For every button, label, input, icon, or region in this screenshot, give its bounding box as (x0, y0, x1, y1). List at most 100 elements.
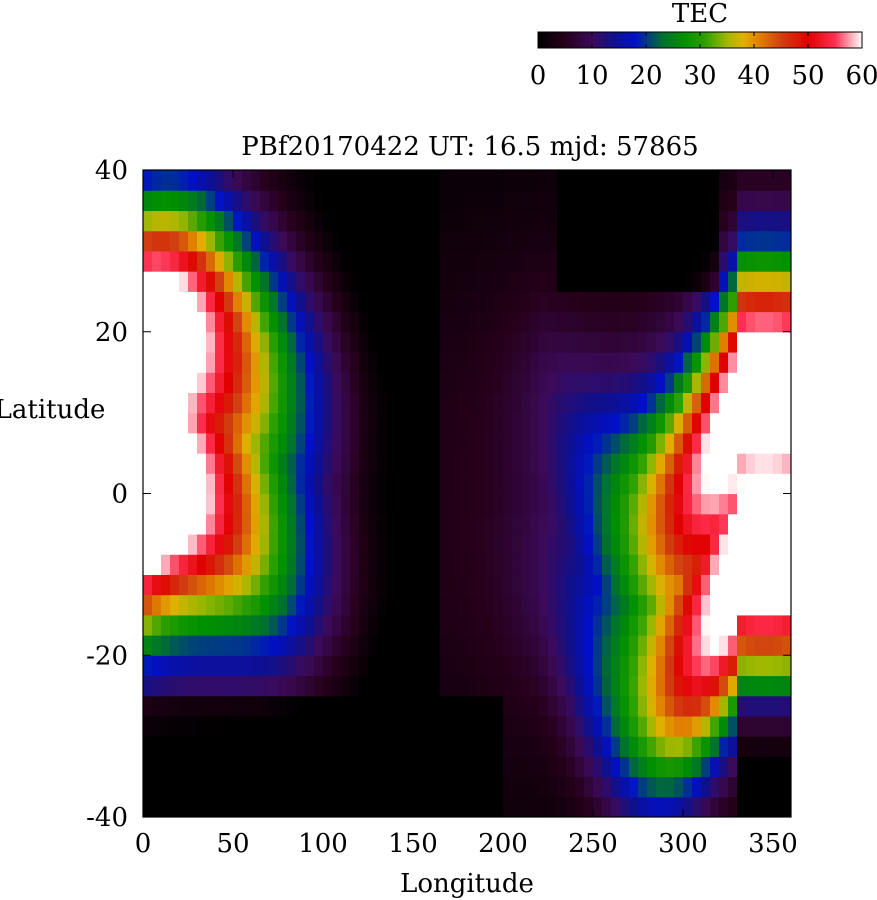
heatmap-cell (521, 473, 531, 495)
heatmap-cell (755, 635, 765, 656)
heatmap-cell (242, 412, 252, 434)
heatmap-cell (566, 351, 576, 373)
heatmap-cell (665, 695, 675, 717)
heatmap-cell (404, 331, 414, 353)
heatmap-cell (170, 655, 180, 677)
heatmap-cell (278, 594, 288, 616)
heatmap-cell (458, 736, 468, 757)
heatmap-cell (278, 635, 288, 656)
heatmap-cell (368, 533, 378, 555)
heatmap-cell (539, 675, 549, 697)
heatmap-cell (629, 432, 639, 454)
heatmap-cell (233, 796, 243, 817)
heatmap-cell (449, 513, 459, 535)
heatmap-cell (755, 715, 765, 737)
heatmap-cell (494, 715, 504, 737)
heatmap-cell (386, 594, 396, 616)
heatmap-cell (233, 715, 243, 737)
heatmap-cell (692, 351, 702, 373)
heatmap-cell (431, 432, 441, 454)
heatmap-cell (440, 271, 450, 292)
heatmap-cell (197, 736, 207, 757)
heatmap-cell (269, 351, 279, 373)
heatmap-cell (647, 392, 657, 414)
colorbar-tick-label: 20 (629, 61, 662, 91)
heatmap-cell (332, 311, 342, 333)
heatmap-cell (440, 311, 450, 333)
heatmap-cell (467, 473, 477, 495)
heatmap-cell (467, 574, 477, 596)
heatmap-cell (602, 635, 612, 656)
heatmap-cell (269, 574, 279, 596)
heatmap-cell (485, 776, 495, 798)
heatmap-cell (323, 796, 333, 817)
heatmap-cell (332, 796, 342, 817)
heatmap-cell (215, 493, 225, 515)
heatmap-cell (206, 756, 216, 778)
heatmap-cell (692, 190, 702, 212)
heatmap-cell (521, 736, 531, 757)
heatmap-cell (557, 695, 567, 717)
heatmap-cell (404, 776, 414, 798)
heatmap-cell (701, 372, 711, 394)
heatmap-cell (386, 695, 396, 717)
heatmap-cell (296, 311, 306, 333)
heatmap-cell (350, 796, 360, 817)
colorbar-label: TEC (672, 0, 728, 29)
heatmap-cell (368, 695, 378, 717)
heatmap-cell (746, 170, 756, 191)
heatmap-cell (665, 675, 675, 697)
heatmap-cell (197, 210, 207, 232)
heatmap-cell (404, 635, 414, 656)
heatmap-cell (377, 675, 387, 697)
heatmap-cell (332, 412, 342, 434)
heatmap-cell (602, 736, 612, 757)
heatmap-cell (314, 776, 324, 798)
heatmap-cell (431, 190, 441, 212)
heatmap-cell (386, 230, 396, 252)
heatmap-cell (665, 230, 675, 252)
heatmap-cell (224, 574, 234, 596)
heatmap-cell (224, 655, 234, 677)
heatmap-cell (233, 594, 243, 616)
heatmap-cell (314, 473, 324, 495)
heatmap-cell (287, 271, 297, 292)
heatmap-cell (710, 230, 720, 252)
heatmap-cell (728, 594, 738, 616)
heatmap-cell (188, 392, 198, 414)
heatmap-cell (206, 513, 216, 535)
heatmap-cell (161, 756, 171, 778)
heatmap-cell (233, 230, 243, 252)
heatmap-cell (737, 655, 747, 677)
heatmap-cell (386, 291, 396, 313)
heatmap-cell (188, 715, 198, 737)
heatmap-cell (251, 574, 261, 596)
heatmap-cell (395, 533, 405, 555)
heatmap-cell (242, 291, 252, 313)
heatmap-cell (773, 210, 783, 232)
heatmap-cell (404, 614, 414, 636)
heatmap-cell (647, 655, 657, 677)
heatmap-cell (215, 655, 225, 677)
heatmap-cell (224, 412, 234, 434)
heatmap-cell (251, 311, 261, 333)
heatmap-cell (521, 331, 531, 353)
heatmap-cell (413, 372, 423, 394)
heatmap-cell (737, 594, 747, 616)
heatmap-cell (386, 271, 396, 292)
heatmap-cell (665, 533, 675, 555)
heatmap-cell (467, 250, 477, 272)
heatmap-cell (593, 210, 603, 232)
heatmap-cell (764, 776, 774, 798)
heatmap-cell (152, 635, 162, 656)
heatmap-cell (233, 331, 243, 353)
heatmap-cell (683, 614, 693, 636)
heatmap-cell (359, 392, 369, 414)
heatmap-cell (350, 635, 360, 656)
heatmap-cell (377, 513, 387, 535)
heatmap-cell (638, 271, 648, 292)
heatmap-cell (404, 756, 414, 778)
heatmap-cell (170, 372, 180, 394)
heatmap-cell (161, 635, 171, 656)
heatmap-cell (548, 473, 558, 495)
